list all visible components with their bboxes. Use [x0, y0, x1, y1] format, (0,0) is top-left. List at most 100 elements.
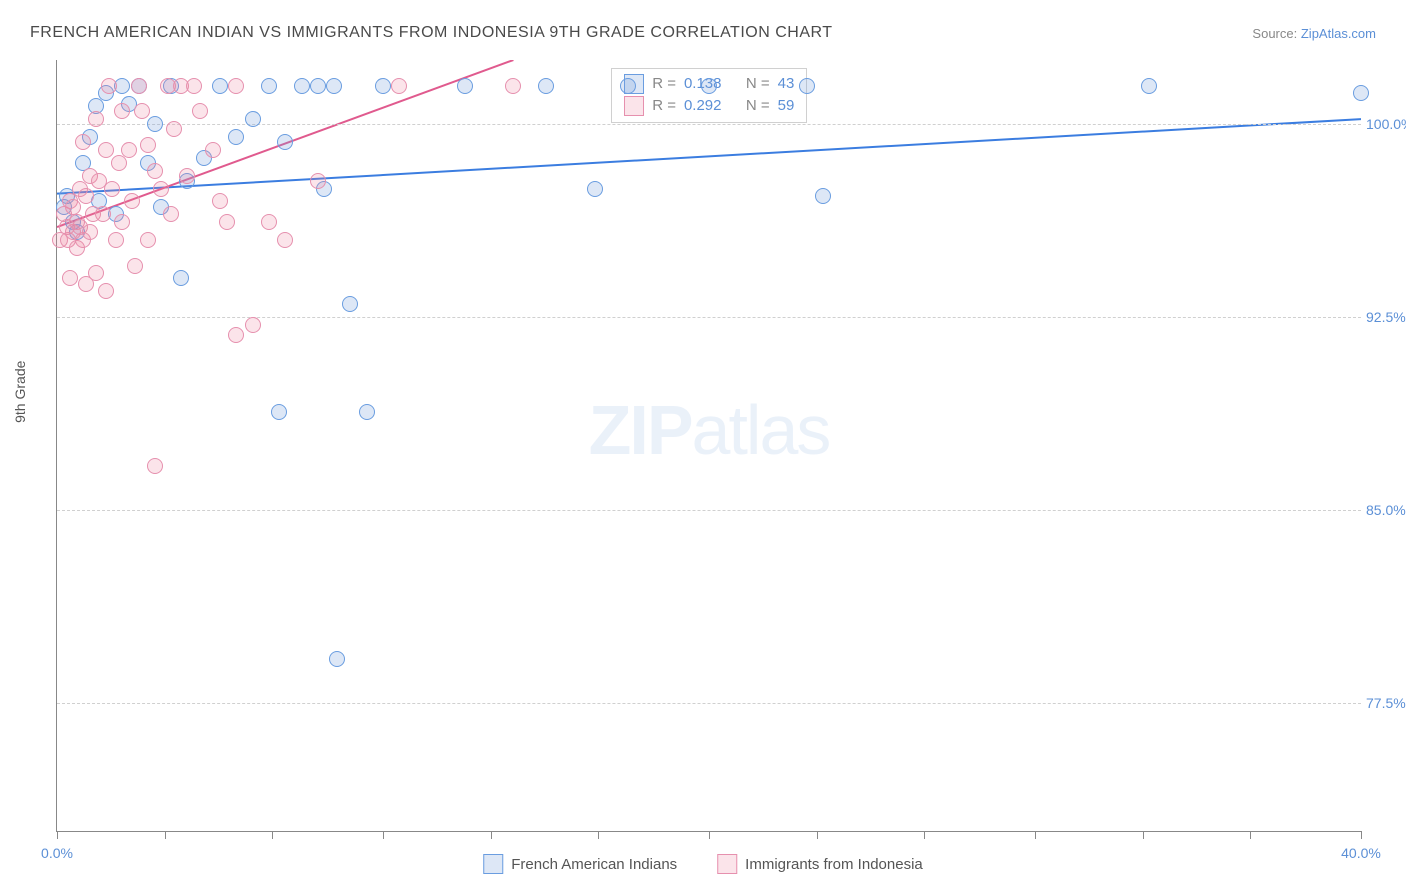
y-tick-label: 92.5% [1366, 309, 1406, 325]
data-point [310, 173, 326, 189]
data-point [173, 270, 189, 286]
data-point [219, 214, 235, 230]
data-point [457, 78, 473, 94]
data-point [505, 78, 521, 94]
legend-label-a: French American Indians [511, 856, 677, 873]
data-point [78, 188, 94, 204]
data-point [326, 78, 342, 94]
stat-n-value: 59 [778, 95, 795, 118]
stat-n-label: N = [746, 73, 770, 96]
data-point [620, 78, 636, 94]
swatch-icon [717, 854, 737, 874]
series-legend: French American Indians Immigrants from … [483, 854, 923, 874]
data-point [261, 214, 277, 230]
data-point [108, 232, 124, 248]
stat-n-value: 43 [778, 73, 795, 96]
data-point [179, 168, 195, 184]
x-tick [1361, 831, 1362, 839]
data-point [95, 206, 111, 222]
x-tick [1250, 831, 1251, 839]
x-tick [491, 831, 492, 839]
data-point [62, 270, 78, 286]
data-point [815, 188, 831, 204]
data-point [799, 78, 815, 94]
data-point [147, 116, 163, 132]
data-point [166, 121, 182, 137]
x-tick [1143, 831, 1144, 839]
data-point [121, 142, 137, 158]
data-point [277, 134, 293, 150]
data-point [329, 651, 345, 667]
data-point [153, 181, 169, 197]
data-point [163, 206, 179, 222]
data-point [342, 296, 358, 312]
y-tick-label: 100.0% [1366, 116, 1406, 132]
x-tick [57, 831, 58, 839]
data-point [101, 78, 117, 94]
data-point [140, 232, 156, 248]
data-point [186, 78, 202, 94]
source-link[interactable]: ZipAtlas.com [1301, 26, 1376, 41]
data-point [1353, 85, 1369, 101]
data-point [147, 458, 163, 474]
y-tick-label: 85.0% [1366, 502, 1406, 518]
stat-n-label: N = [746, 95, 770, 118]
data-point [245, 111, 261, 127]
stat-r-label: R = [652, 73, 676, 96]
data-point [1141, 78, 1157, 94]
stats-legend-row: R = 0.292 N = 59 [624, 95, 794, 118]
source-label: Source: ZipAtlas.com [1252, 26, 1376, 41]
chart-plot-area: ZIPatlas R = 0.138 N = 43 R = 0.292 N = … [56, 60, 1361, 832]
data-point [192, 103, 208, 119]
stat-r-label: R = [652, 95, 676, 118]
data-point [140, 137, 156, 153]
data-point [375, 78, 391, 94]
data-point [88, 111, 104, 127]
x-tick [1035, 831, 1036, 839]
data-point [391, 78, 407, 94]
data-point [114, 103, 130, 119]
data-point [98, 283, 114, 299]
stats-legend: R = 0.138 N = 43 R = 0.292 N = 59 [611, 68, 807, 123]
data-point [147, 163, 163, 179]
x-tick [709, 831, 710, 839]
stat-r-value: 0.292 [684, 95, 722, 118]
data-point [131, 78, 147, 94]
data-point [134, 103, 150, 119]
data-point [114, 214, 130, 230]
data-point [271, 404, 287, 420]
x-tick [598, 831, 599, 839]
data-point [294, 78, 310, 94]
y-tick-label: 77.5% [1366, 695, 1406, 711]
data-point [127, 258, 143, 274]
legend-label-b: Immigrants from Indonesia [745, 856, 923, 873]
data-point [245, 317, 261, 333]
data-point [212, 78, 228, 94]
gridline [57, 510, 1361, 511]
data-point [359, 404, 375, 420]
data-point [587, 181, 603, 197]
data-point [212, 193, 228, 209]
data-point [277, 232, 293, 248]
data-point [104, 181, 120, 197]
data-point [205, 142, 221, 158]
data-point [538, 78, 554, 94]
data-point [261, 78, 277, 94]
trend-lines [57, 60, 1361, 831]
x-tick [272, 831, 273, 839]
data-point [75, 134, 91, 150]
swatch-icon [624, 96, 644, 116]
data-point [82, 224, 98, 240]
legend-item-b: Immigrants from Indonesia [717, 854, 923, 874]
legend-item-a: French American Indians [483, 854, 677, 874]
data-point [310, 78, 326, 94]
data-point [124, 193, 140, 209]
data-point [701, 78, 717, 94]
x-tick-label: 0.0% [41, 845, 73, 861]
watermark: ZIPatlas [589, 390, 830, 470]
x-tick [383, 831, 384, 839]
gridline [57, 703, 1361, 704]
data-point [228, 129, 244, 145]
x-tick [817, 831, 818, 839]
data-point [88, 265, 104, 281]
